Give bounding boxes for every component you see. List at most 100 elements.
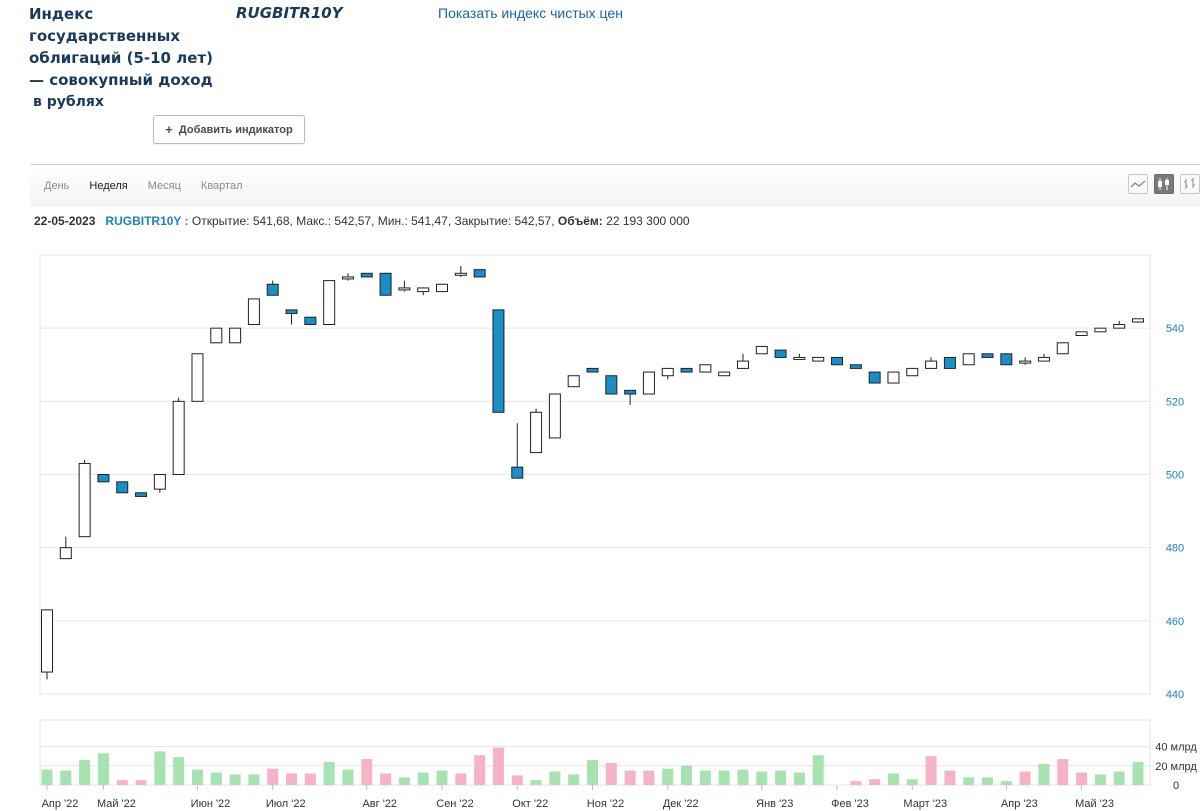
volume-bar — [1076, 772, 1088, 785]
candle-body — [135, 492, 148, 497]
x-tick-label: Дек '22 — [663, 798, 699, 810]
info-open-value: 541,68 — [252, 214, 290, 228]
candle-body — [661, 367, 674, 377]
tab-day[interactable]: День — [44, 180, 70, 192]
info-low-label: Мин.: — [377, 214, 408, 228]
candle-body — [341, 276, 354, 280]
candle — [285, 309, 298, 325]
info-date: 22-05-2023 — [34, 214, 96, 228]
volume-bar — [417, 772, 429, 785]
show-clean-price-index-link[interactable]: Показать индекс чистых цен — [438, 5, 623, 21]
candle-body — [172, 400, 185, 476]
candle — [849, 364, 862, 369]
x-tick-label: Март '23 — [903, 798, 947, 810]
volume-bar — [1113, 771, 1125, 785]
candle — [812, 356, 825, 362]
volume-bar — [643, 770, 655, 785]
candle-body — [191, 353, 204, 402]
candle — [831, 356, 844, 366]
candle-body — [831, 356, 844, 366]
candle-body — [1132, 318, 1144, 323]
candle — [1132, 318, 1144, 323]
info-volume-value: 22 193 300 000 — [606, 214, 690, 228]
tab-week[interactable]: Неделя — [89, 180, 128, 192]
candle-body — [793, 356, 806, 360]
volume-bar — [41, 769, 53, 785]
volume-bar — [361, 759, 373, 785]
candle-body — [360, 272, 373, 278]
candlestick-chart-icon[interactable] — [1154, 174, 1174, 194]
volume-bar — [662, 768, 674, 785]
candle — [680, 367, 693, 373]
candle-body — [1094, 327, 1107, 333]
x-tick-label: Апр '23 — [1001, 798, 1038, 810]
tab-month[interactable]: Месяц — [147, 180, 181, 192]
volume-bar — [304, 773, 316, 785]
candle — [548, 393, 561, 439]
candle-body — [1000, 353, 1013, 366]
candle — [210, 327, 223, 344]
candle — [624, 389, 637, 405]
candle — [530, 408, 543, 454]
candle — [868, 371, 881, 384]
price-tick-label: 540 — [1166, 323, 1184, 335]
volume-bar — [681, 765, 693, 785]
candle-body — [492, 309, 505, 413]
volume-bar — [1057, 759, 1069, 785]
candle — [473, 269, 486, 278]
candle — [1037, 353, 1050, 362]
volume-bar — [756, 771, 768, 785]
volume-bar — [887, 773, 899, 785]
candle — [943, 356, 956, 369]
x-tick-label: Окт '22 — [512, 798, 548, 810]
price-tick-label: 480 — [1166, 543, 1184, 555]
candle — [906, 367, 919, 377]
candle — [172, 397, 185, 476]
candle — [793, 353, 806, 360]
volume-bar — [436, 770, 448, 785]
volume-bar — [737, 769, 749, 785]
line-chart-icon[interactable] — [1128, 174, 1148, 194]
volume-bar — [944, 770, 956, 785]
volume-bar — [850, 781, 862, 785]
info-high-value: 542,57 — [334, 214, 372, 228]
x-tick-label: Июл '22 — [266, 798, 306, 810]
candle — [436, 283, 449, 293]
volume-bar — [267, 768, 279, 785]
candle — [454, 265, 467, 277]
x-tick-label: Янв '23 — [756, 798, 793, 810]
add-indicator-button[interactable]: + Добавить индикатор — [153, 115, 305, 144]
candle-body — [1113, 324, 1126, 329]
volume-bar — [549, 771, 561, 785]
candle — [511, 423, 524, 479]
candle-body — [473, 269, 486, 278]
volume-bar — [286, 773, 298, 785]
volume-bar — [699, 770, 711, 785]
candle-body — [229, 327, 242, 344]
candle — [925, 357, 938, 369]
candle-body — [868, 371, 881, 384]
volume-bar — [380, 773, 392, 785]
candle-body — [1019, 360, 1032, 364]
x-tick-label: Май '23 — [1075, 798, 1114, 810]
index-ticker: RUGBITR10Y — [236, 4, 343, 22]
candle — [191, 353, 204, 402]
info-close-value: 542,57 — [514, 214, 552, 228]
candle-body — [981, 353, 994, 358]
candle — [642, 371, 655, 395]
candle — [59, 536, 72, 560]
tab-quarter[interactable]: Квартал — [200, 180, 243, 192]
candle-body — [266, 283, 279, 296]
volume-bar — [963, 777, 975, 785]
candle — [135, 492, 148, 497]
candle-body — [1075, 331, 1088, 336]
candle — [981, 353, 994, 358]
candle — [567, 375, 580, 388]
volume-bar — [154, 751, 166, 785]
candle — [304, 316, 317, 326]
candle — [266, 280, 279, 296]
volume-bar — [398, 777, 410, 785]
volume-bar — [474, 755, 486, 785]
candle-body — [624, 389, 637, 395]
